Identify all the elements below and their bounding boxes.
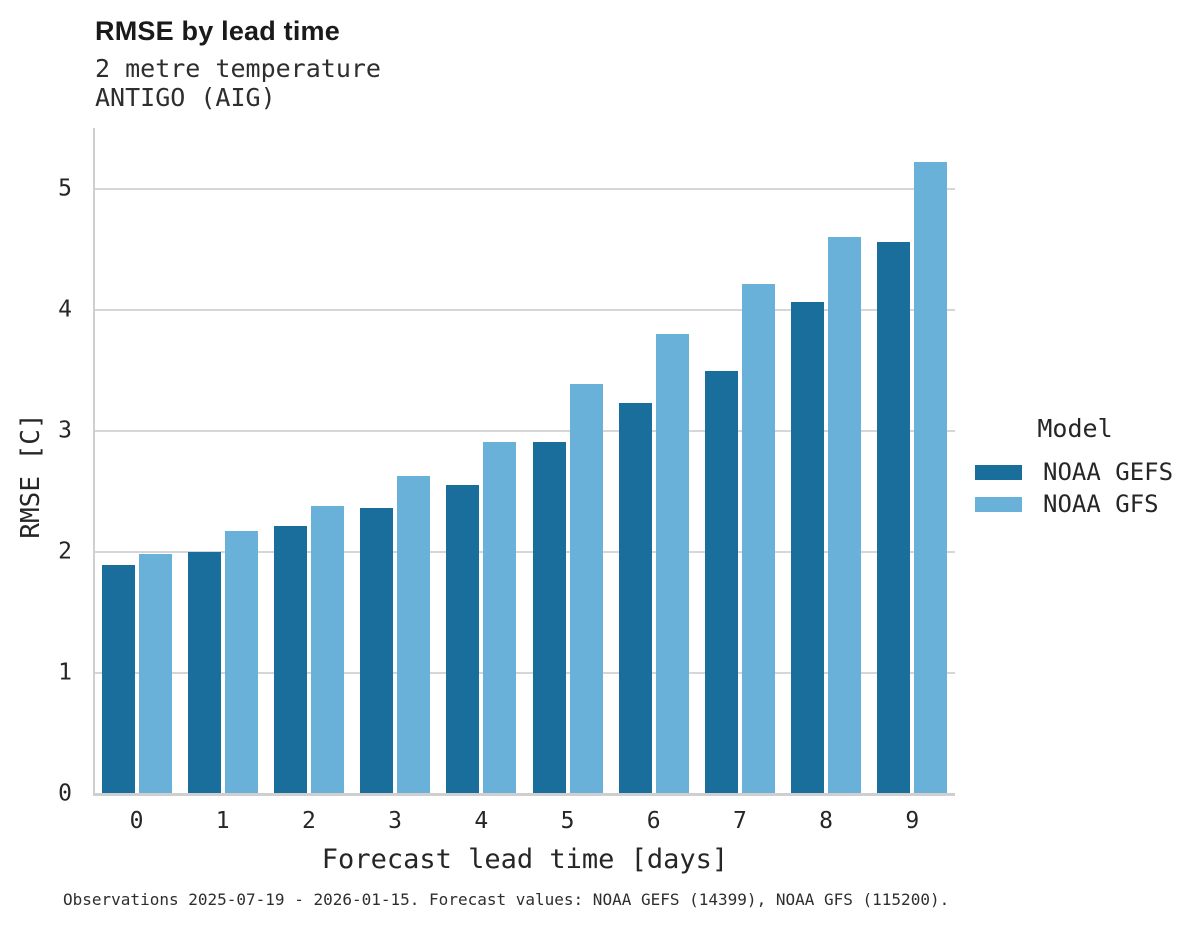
y-tick-label-0: 0 [58,780,72,807]
bar-noaa-gfs-lead-8 [828,236,862,794]
bar-noaa-gefs-lead-8 [791,302,825,794]
gridline-y-2 [95,550,955,553]
x-axis-label: Forecast lead time [days] [321,844,729,875]
gridline-y-1 [95,671,955,674]
legend-label-noaa-gefs: NOAA GEFS [1043,458,1174,486]
bar-noaa-gfs-lead-0 [138,554,172,794]
x-tick-label-6: 6 [646,808,661,834]
bar-noaa-gfs-lead-1 [224,531,258,794]
chart-subtitle-variable: 2 metre temperature [95,54,381,83]
x-tick-label-0: 0 [129,808,144,834]
legend-title: Model [1037,414,1113,443]
legend: Model NOAA GEFS NOAA GFS [975,414,1175,520]
gridline-y-4 [95,308,955,311]
legend-entry-noaa-gfs: NOAA GFS [975,488,1175,520]
x-tick-label-2: 2 [301,808,316,834]
caption: Observations 2025-07-19 - 2026-01-15. Fo… [63,890,950,909]
y-tick-label-2: 2 [58,538,72,565]
y-axis-line [93,128,95,794]
legend-swatch-noaa-gefs [975,464,1022,480]
x-tick-label-3: 3 [388,808,403,834]
bar-noaa-gefs-lead-7 [704,371,738,794]
x-axis-line [93,793,955,796]
chart-subtitle-station: ANTIGO (AIG) [95,83,276,112]
bar-noaa-gfs-lead-3 [397,475,431,794]
y-tick-label-1: 1 [58,659,72,686]
chart-header: RMSE by lead time 2 metre temperature AN… [95,16,381,112]
bar-noaa-gefs-lead-1 [187,551,221,794]
bar-noaa-gfs-lead-7 [741,284,775,794]
legend-label-noaa-gfs: NOAA GFS [1043,490,1159,518]
y-tick-label-3: 3 [58,417,72,444]
bar-noaa-gefs-lead-4 [446,485,480,794]
x-tick-label-9: 9 [905,808,920,834]
bar-noaa-gefs-lead-3 [360,508,394,794]
y-tick-label-5: 5 [58,175,72,202]
x-tick-label-4: 4 [474,808,489,834]
x-tick-label-5: 5 [560,808,575,834]
x-tick-label-1: 1 [215,808,230,834]
plot-area [93,128,955,796]
chart-title: RMSE by lead time [95,16,340,46]
gridline-y-3 [95,429,955,432]
bar-noaa-gfs-lead-2 [310,505,344,794]
bar-noaa-gfs-lead-9 [914,161,948,794]
legend-swatch-noaa-gfs [975,496,1022,512]
bar-noaa-gfs-lead-4 [483,441,517,794]
bar-noaa-gefs-lead-6 [618,402,652,794]
bar-noaa-gefs-lead-0 [101,565,135,794]
y-tick-label-4: 4 [58,296,72,323]
bar-noaa-gefs-lead-5 [532,441,566,794]
gridline-y-5 [95,187,955,190]
legend-entry-noaa-gefs: NOAA GEFS [975,456,1175,488]
bar-noaa-gefs-lead-9 [877,241,911,794]
bar-noaa-gfs-lead-5 [569,383,603,794]
x-tick-label-8: 8 [819,808,834,834]
y-axis-label: RMSE [C] [16,413,46,539]
bar-noaa-gefs-lead-2 [273,526,307,794]
x-tick-label-7: 7 [732,808,747,834]
bar-noaa-gfs-lead-6 [655,333,689,794]
